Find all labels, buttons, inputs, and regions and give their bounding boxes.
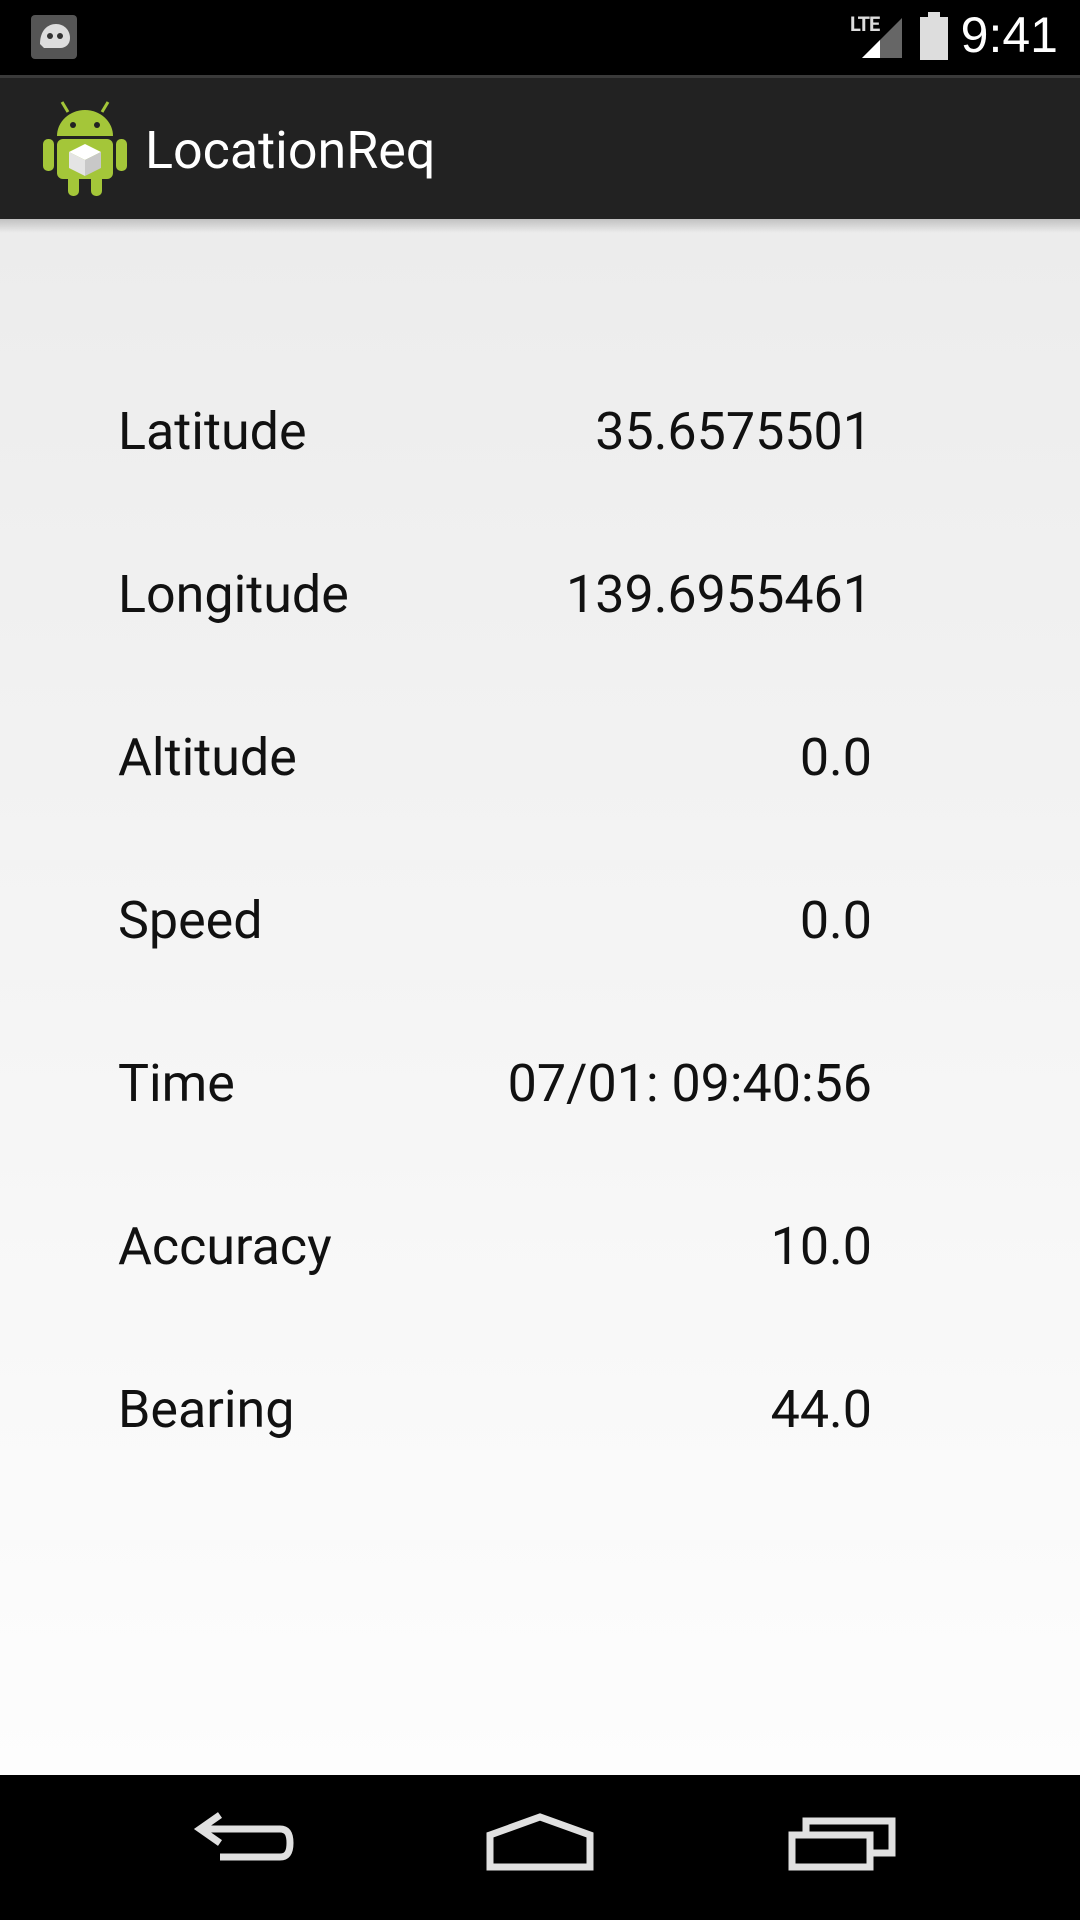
- notification-app-icon: [30, 14, 78, 60]
- signal-icon: [858, 14, 904, 60]
- field-value: 35.6575501: [595, 401, 872, 462]
- field-label: Longitude: [118, 564, 349, 625]
- recents-icon[interactable]: [780, 1805, 900, 1885]
- field-row-altitude: Altitude 0.0: [118, 727, 872, 797]
- navigation-bar: [0, 1775, 1080, 1920]
- app-title: LocationReq: [145, 120, 435, 181]
- field-label: Bearing: [118, 1379, 294, 1440]
- field-value: 139.6955461: [566, 564, 872, 625]
- field-value: 07/01: 09:40:56: [508, 1053, 872, 1114]
- field-label: Latitude: [118, 401, 307, 462]
- field-label: Speed: [118, 890, 263, 951]
- android-app-icon[interactable]: [40, 98, 130, 198]
- field-row-accuracy: Accuracy 10.0: [118, 1216, 872, 1286]
- field-row-bearing: Bearing 44.0: [118, 1379, 872, 1449]
- field-row-time: Time 07/01: 09:40:56: [118, 1053, 872, 1123]
- field-row-latitude: Latitude 35.6575501: [118, 401, 872, 471]
- field-value: 0.0: [800, 890, 872, 951]
- field-value: 10.0: [771, 1216, 872, 1277]
- status-time: 9:41: [961, 6, 1058, 64]
- field-label: Accuracy: [118, 1216, 332, 1277]
- back-icon[interactable]: [180, 1805, 300, 1885]
- status-bar: LTE 9:41: [0, 0, 1080, 75]
- field-row-speed: Speed 0.0: [118, 890, 872, 960]
- field-value: 44.0: [771, 1379, 872, 1440]
- location-info-panel: Latitude 35.6575501 Longitude 139.695546…: [0, 219, 1080, 1775]
- field-value: 0.0: [800, 727, 872, 788]
- battery-icon: [918, 12, 950, 60]
- field-row-longitude: Longitude 139.6955461: [118, 564, 872, 634]
- field-label: Altitude: [118, 727, 297, 788]
- action-bar: LocationReq: [0, 75, 1080, 219]
- field-label: Time: [118, 1053, 235, 1114]
- home-icon[interactable]: [480, 1805, 600, 1885]
